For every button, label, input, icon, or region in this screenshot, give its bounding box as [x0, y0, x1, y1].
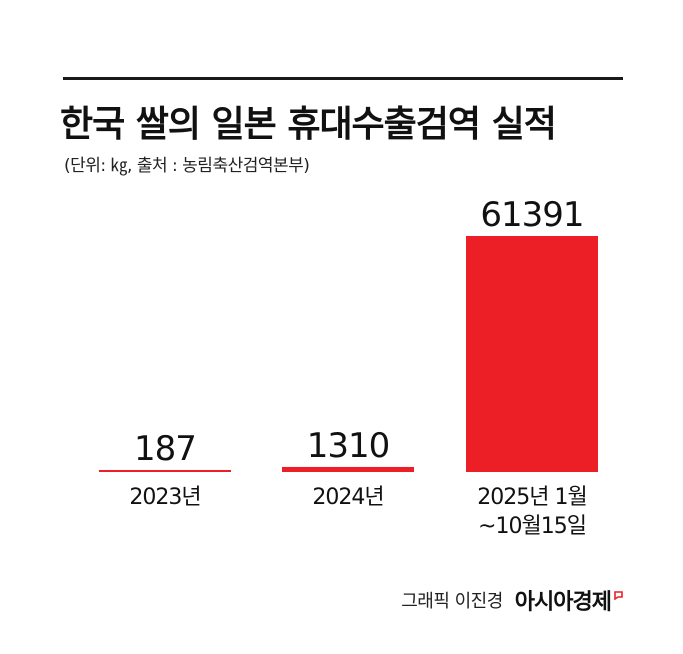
bar-2: [282, 466, 414, 472]
data-label-1: 187: [134, 429, 196, 469]
bar-1: [99, 470, 231, 472]
bar-3: [466, 236, 598, 472]
credit: 그래픽 이진경 아시아경제: [401, 584, 623, 616]
category-label-3-line-2: ~10월15일: [478, 514, 586, 539]
credit-name: 그래픽 이진경: [401, 591, 503, 612]
category-label-1: 2023년: [129, 485, 200, 510]
category-label-3-line-1: 2025년 1월: [477, 485, 586, 510]
chart-subtitle: (단위: ㎏, 출처 : 농림축산검역본부): [64, 156, 310, 176]
data-label-2: 1310: [307, 426, 390, 466]
brand-mark-icon: [614, 590, 623, 600]
chart-title: 한국 쌀의 일본 휴대수출검역 실적: [60, 104, 557, 145]
brand-logo-text: 아시아경제: [514, 590, 612, 615]
data-label-3: 61391: [480, 195, 583, 235]
category-label-2: 2024년: [312, 485, 383, 510]
title-rule: [63, 77, 623, 80]
